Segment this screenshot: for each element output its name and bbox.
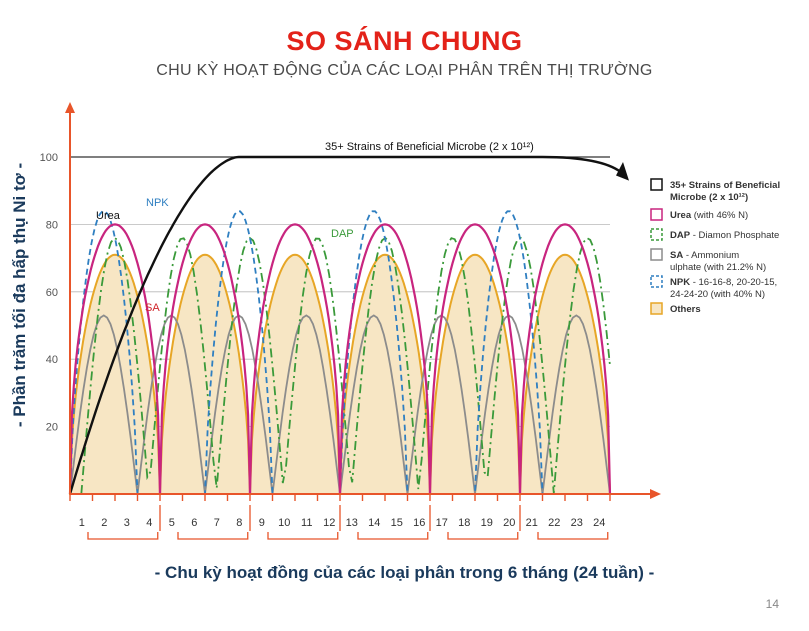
y-axis-arrow <box>65 102 75 113</box>
legend-line: Urea (with 46% N) <box>670 210 748 221</box>
legend-keyword: SA <box>670 250 683 261</box>
x-tick-label: 20 <box>503 517 515 529</box>
others-bump <box>338 253 432 495</box>
x-tick-label: 15 <box>391 517 403 529</box>
urea-bump <box>68 223 162 495</box>
x-tick-label: 19 <box>481 517 493 529</box>
legend-line: DAP - Diamon Phosphate <box>670 230 779 241</box>
urea-bump <box>518 223 612 495</box>
x-tick-label: 8 <box>236 517 242 529</box>
urea-bump <box>338 223 432 495</box>
week-group-bracket <box>447 532 519 540</box>
urea-bump <box>158 223 252 495</box>
microbe-arrowhead <box>616 162 629 181</box>
legend-keyword: Others <box>670 304 701 315</box>
legend-swatch-microbe <box>650 178 663 191</box>
legend-line: NPK - 16-16-8, 20-20-15, <box>670 277 777 288</box>
legend-label-sa: SA - Ammonium ulphate (with 21.2% N) <box>670 250 766 273</box>
x-tick-label: 10 <box>278 517 290 529</box>
label-urea: Urea <box>96 210 121 222</box>
week-group-bracket <box>357 532 429 540</box>
week-group-bracket <box>177 532 249 540</box>
legend-swatch-npk <box>650 275 663 288</box>
others-bump <box>518 253 612 495</box>
y-tick-label: 20 <box>46 422 58 434</box>
x-tick-label: 7 <box>214 517 220 529</box>
urea-bump <box>428 223 522 495</box>
label-sa: SA <box>145 302 160 314</box>
x-tick-label: 16 <box>413 517 425 529</box>
week-group-bracket <box>537 532 609 540</box>
legend-keyword: NPK <box>670 277 690 288</box>
x-tick-label: 22 <box>548 517 560 529</box>
others-bump <box>158 253 252 495</box>
y-tick-label: 40 <box>46 354 58 366</box>
chart-title: SO SÁNH CHUNG <box>286 26 523 56</box>
label-dap: DAP <box>331 228 354 240</box>
legend-swatch-others <box>650 302 663 315</box>
x-tick-label: 4 <box>146 517 152 529</box>
x-tick-label: 6 <box>191 517 197 529</box>
legend-swatch-dap <box>650 228 663 241</box>
x-tick-label: 21 <box>526 517 538 529</box>
legend-line: SA - Ammonium <box>670 250 742 261</box>
x-axis-label: - Chu kỳ hoạt đồng của các loại phân tro… <box>154 563 655 582</box>
x-tick-label: 2 <box>101 517 107 529</box>
legend-line: ulphate (with 21.2% N) <box>670 262 766 273</box>
legend-label-dap: DAP - Diamon Phosphate <box>670 230 779 241</box>
x-tick-label: 13 <box>346 517 358 529</box>
legend-label-urea: Urea (with 46% N) <box>670 210 748 221</box>
label-npk: NPK <box>146 197 169 209</box>
y-tick-label: 60 <box>46 287 58 299</box>
legend-line: 35+ Strains of Beneficial <box>670 180 780 191</box>
week-group-bracket <box>87 532 159 540</box>
x-tick-label: 5 <box>169 517 175 529</box>
legend-swatch-sa <box>650 248 663 261</box>
y-tick-label: 100 <box>40 152 58 164</box>
legend-label-npk: NPK - 16-16-8, 20-20-15, 24-24-20 (with 4… <box>670 277 777 300</box>
legend-line: Others <box>670 304 701 315</box>
others-bump <box>248 253 342 495</box>
legend-line: 24-24-20 (with 40% N) <box>670 289 765 300</box>
legend-keyword: 35+ Strains of Beneficial <box>670 180 780 191</box>
x-tick-label: 24 <box>593 517 605 529</box>
legend-label-others: Others <box>670 304 701 315</box>
x-tick-label: 9 <box>259 517 265 529</box>
legend-line: Microbe (2 x 10¹²) <box>670 192 748 203</box>
x-tick-label: 18 <box>458 517 470 529</box>
chart-subtitle: CHU KỲ HOẠT ĐỘNG CỦA CÁC LOẠI PHÂN TRÊN … <box>156 62 653 79</box>
x-tick-label: 11 <box>301 517 312 529</box>
legend-swatch-urea <box>650 208 663 221</box>
urea-bump <box>248 223 342 495</box>
microbe-line <box>68 155 622 495</box>
legend-keyword: Urea <box>670 210 692 221</box>
dap-line <box>80 236 611 495</box>
x-tick-label: 23 <box>571 517 583 529</box>
label-microbe: 35+ Strains of Beneficial Microbe (2 x 1… <box>325 141 534 153</box>
page-number: 14 <box>765 597 779 611</box>
legend-keyword: DAP <box>670 230 691 241</box>
x-tick-label: 14 <box>368 517 380 529</box>
x-axis-arrow <box>650 489 661 499</box>
others-bump <box>68 253 162 495</box>
others-bump <box>428 253 522 495</box>
legend-label-microbe: 35+ Strains of Beneficial Microbe (2 x 10… <box>670 180 780 203</box>
x-tick-label: 12 <box>323 517 335 529</box>
x-tick-label: 17 <box>436 517 448 529</box>
x-tick-label: 3 <box>124 517 130 529</box>
x-tick-label: 1 <box>79 517 85 529</box>
week-group-bracket <box>267 532 339 540</box>
y-tick-label: 80 <box>46 219 58 231</box>
